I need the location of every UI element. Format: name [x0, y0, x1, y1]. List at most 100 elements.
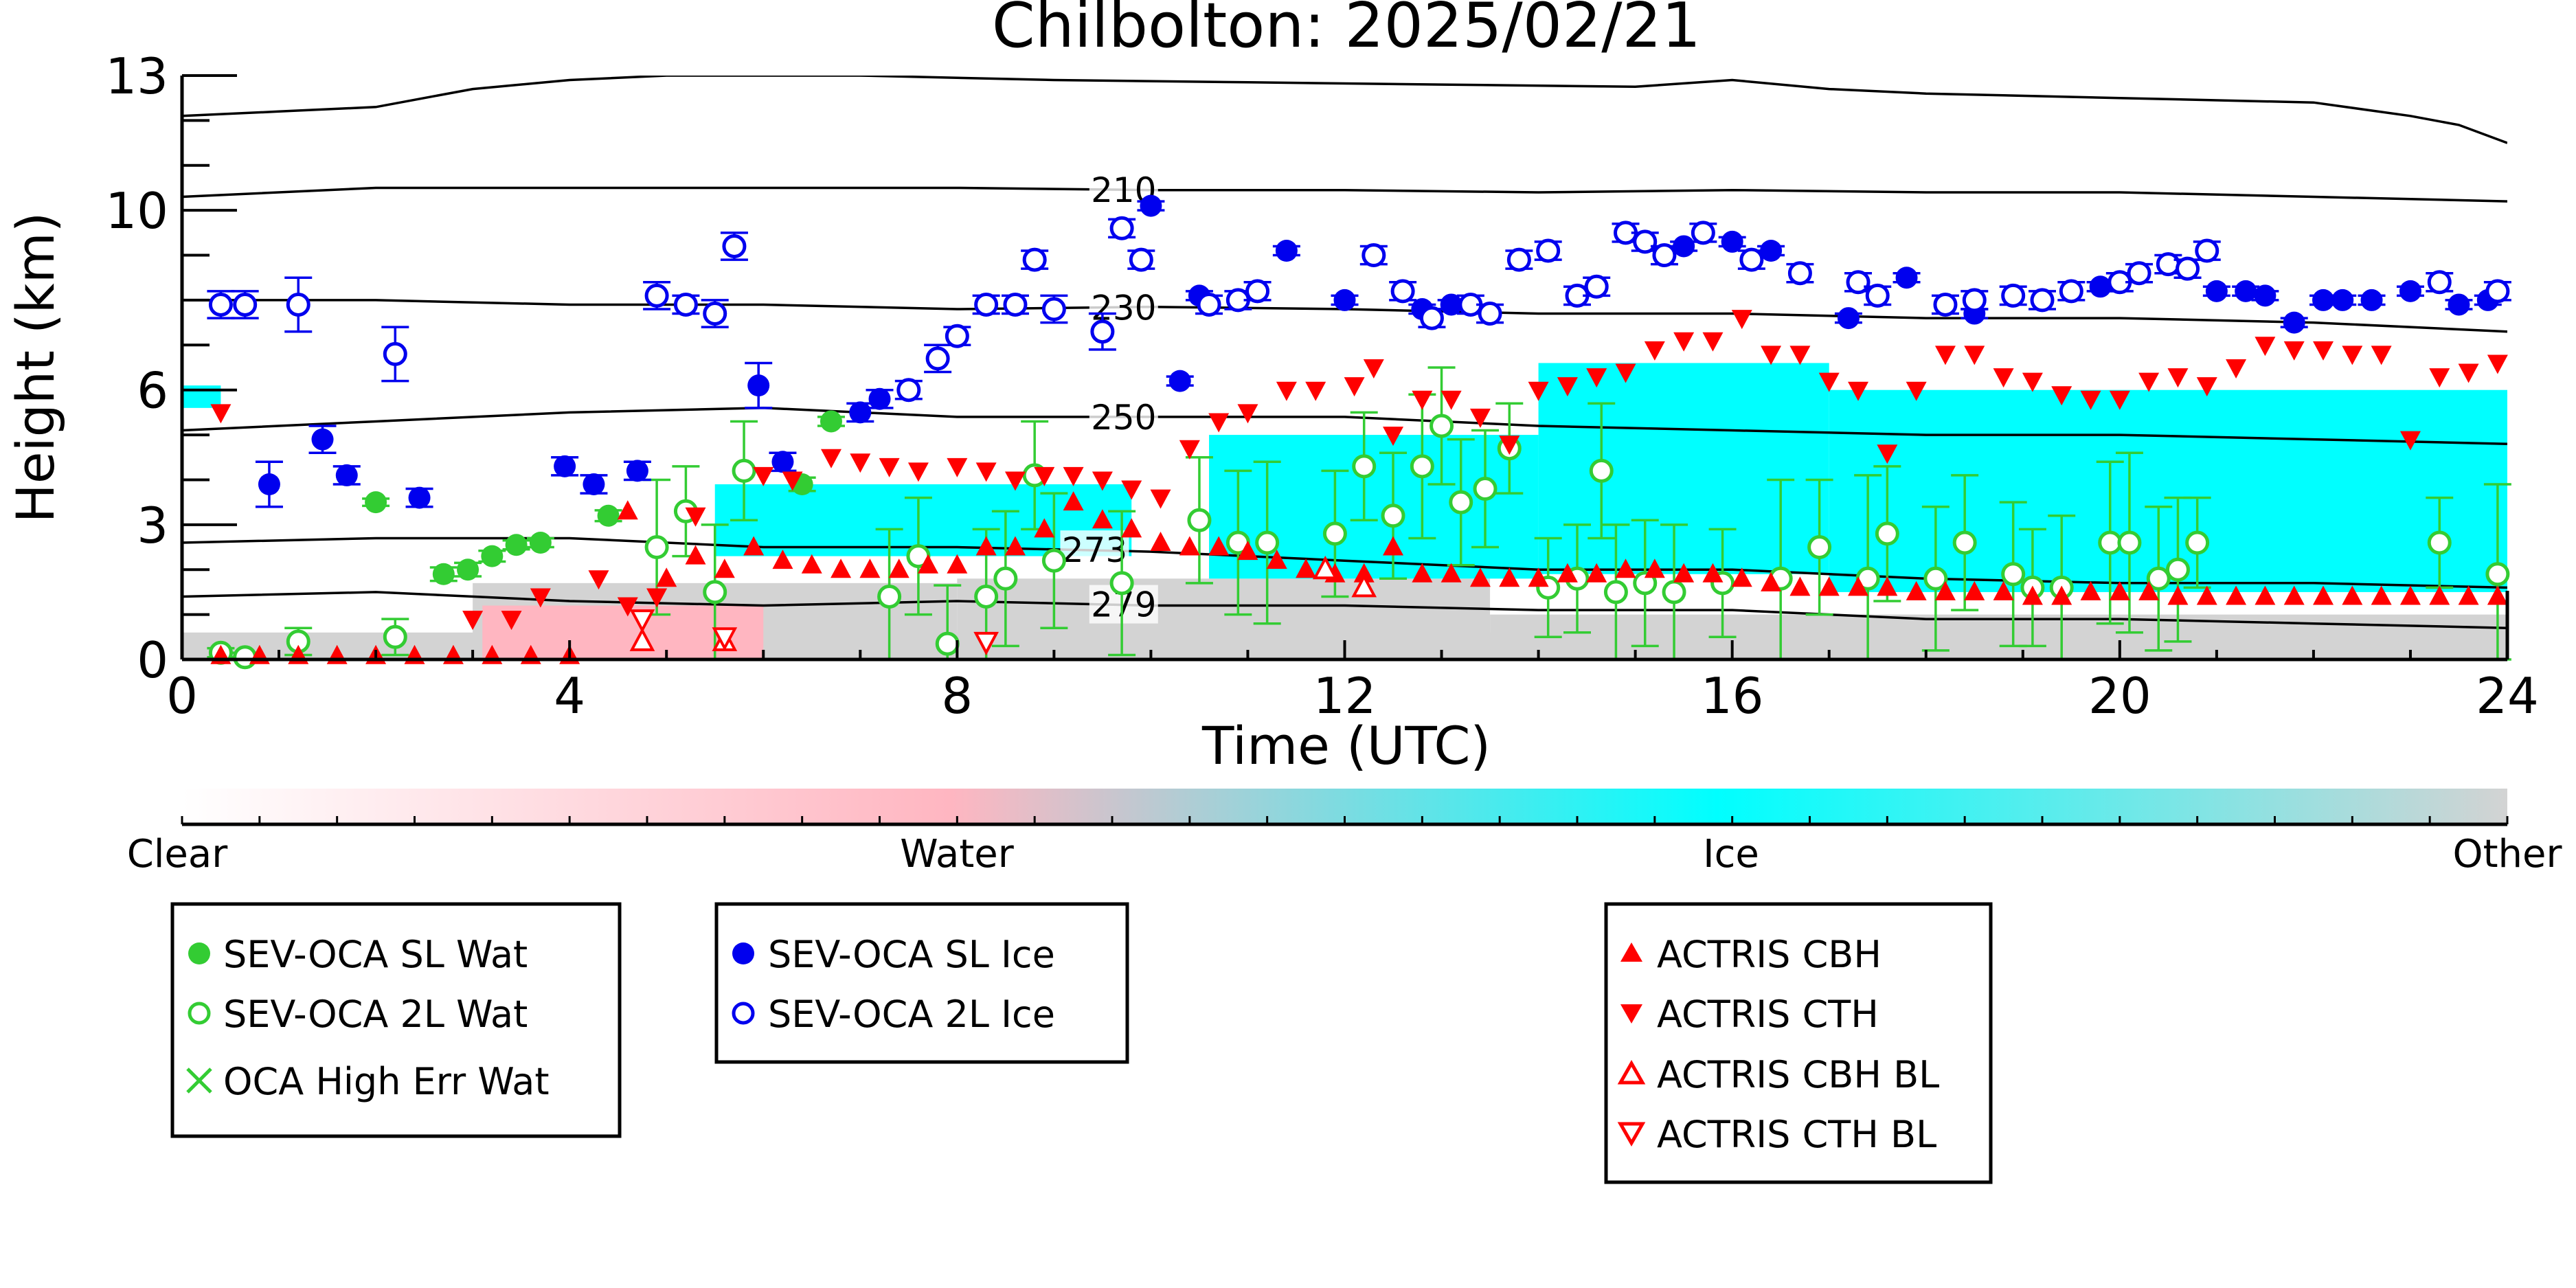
point: [831, 558, 852, 578]
point: [782, 471, 803, 491]
point: [2371, 585, 2392, 605]
point: [1034, 518, 1055, 538]
plot-axes: 0 4 8 12 16 20 24 0 3 6 10 13: [105, 47, 2538, 725]
legend-ice: SEV-OCA SL Ice SEV-OCA 2L Ice: [714, 902, 1129, 1064]
point: [1440, 563, 1462, 583]
contour-label-bg-3: [1089, 397, 1158, 436]
point: [1440, 293, 1462, 316]
point: [2196, 377, 2217, 397]
point: [907, 462, 929, 482]
x-tick-label: 16: [1701, 667, 1764, 725]
point: [1557, 563, 1578, 583]
legend-sl-wat-marker: [188, 942, 210, 964]
contour-line-279-5: [182, 591, 2507, 629]
point: [1499, 436, 1520, 455]
series-actris-cth-bl: [629, 609, 999, 656]
point: [1469, 567, 1491, 587]
point: [408, 486, 431, 509]
cloud-mask-ice-6: [1209, 435, 1539, 579]
point: [1615, 363, 1636, 383]
point: [1702, 332, 1724, 352]
point: [1041, 297, 1066, 321]
series-actris-cth: [210, 310, 2508, 631]
legend-2l-wat-marker: [188, 1002, 211, 1025]
y-tick-label: 10: [105, 182, 168, 240]
point: [1109, 216, 1134, 240]
point: [1333, 289, 1356, 311]
point: [2254, 284, 2276, 307]
point: [1906, 381, 1927, 401]
contour-line-210-0: [182, 76, 2507, 144]
point: [208, 292, 233, 317]
point: [1312, 555, 1338, 580]
point: [1208, 413, 1230, 433]
point: [1993, 580, 2014, 600]
point: [1022, 247, 1047, 272]
point: [2485, 562, 2510, 587]
point: [1934, 346, 1956, 365]
point: [2226, 585, 2247, 605]
legend-ice-box: [714, 902, 1129, 1064]
point: [685, 545, 706, 565]
point: [820, 449, 841, 468]
point: [629, 627, 655, 651]
point: [1090, 319, 1115, 344]
point: [2195, 238, 2219, 263]
point: [1846, 270, 1871, 295]
legend-cth-label: ACTRIS CTH: [1657, 993, 1879, 1036]
point: [2167, 585, 2189, 605]
legend-cth-bl-label: ACTRIS CTH BL: [1657, 1113, 1936, 1156]
point: [1179, 536, 1200, 556]
point: [1473, 477, 1498, 501]
point: [1092, 471, 1113, 491]
point: [1322, 521, 1347, 546]
x-tick-label: 12: [1313, 667, 1377, 725]
x-axis-label: Time (UTC): [1201, 715, 1491, 776]
legend-actris-box: [1604, 902, 1993, 1184]
point: [258, 473, 280, 495]
point: [1266, 550, 1287, 569]
legend-sl-wat-label: SEV-OCA SL Wat: [223, 933, 528, 976]
legend-water: SEV-OCA SL Wat SEV-OCA 2L Wat OCA High E…: [170, 902, 622, 1138]
point: [2001, 283, 2026, 308]
point: [2080, 390, 2101, 410]
point: [1964, 580, 1985, 600]
point: [335, 464, 358, 486]
point: [1528, 381, 1549, 401]
point: [644, 283, 669, 308]
y-tick-label: 0: [137, 631, 168, 689]
point: [1964, 346, 1985, 365]
legend-cbh-label: ACTRIS CBH: [1657, 933, 1882, 976]
point: [462, 611, 484, 631]
point: [801, 554, 822, 574]
point: [2109, 580, 2130, 600]
point: [1179, 440, 1200, 460]
point: [1865, 283, 1890, 308]
point: [2138, 372, 2160, 392]
point: [2022, 372, 2043, 392]
point: [1584, 274, 1609, 299]
point: [2342, 585, 2363, 605]
point: [1383, 427, 1404, 447]
point: [1499, 567, 1520, 587]
point: [2167, 368, 2189, 388]
point: [1837, 307, 1860, 330]
legend-sl-ice-label: SEV-OCA SL Ice: [768, 933, 1055, 976]
point: [505, 534, 528, 556]
point: [1034, 466, 1055, 486]
point: [947, 554, 968, 574]
point: [2109, 390, 2130, 410]
point: [2283, 311, 2305, 334]
point: [975, 462, 997, 482]
point: [2205, 280, 2228, 302]
point: [918, 554, 939, 574]
point: [2313, 585, 2334, 605]
point: [1004, 536, 1026, 556]
point: [703, 302, 727, 326]
legend-2l-ice-marker: [732, 1002, 755, 1025]
point: [974, 292, 999, 317]
point: [925, 346, 950, 371]
point: [1109, 571, 1134, 596]
point: [1761, 572, 1782, 591]
point: [888, 558, 909, 578]
